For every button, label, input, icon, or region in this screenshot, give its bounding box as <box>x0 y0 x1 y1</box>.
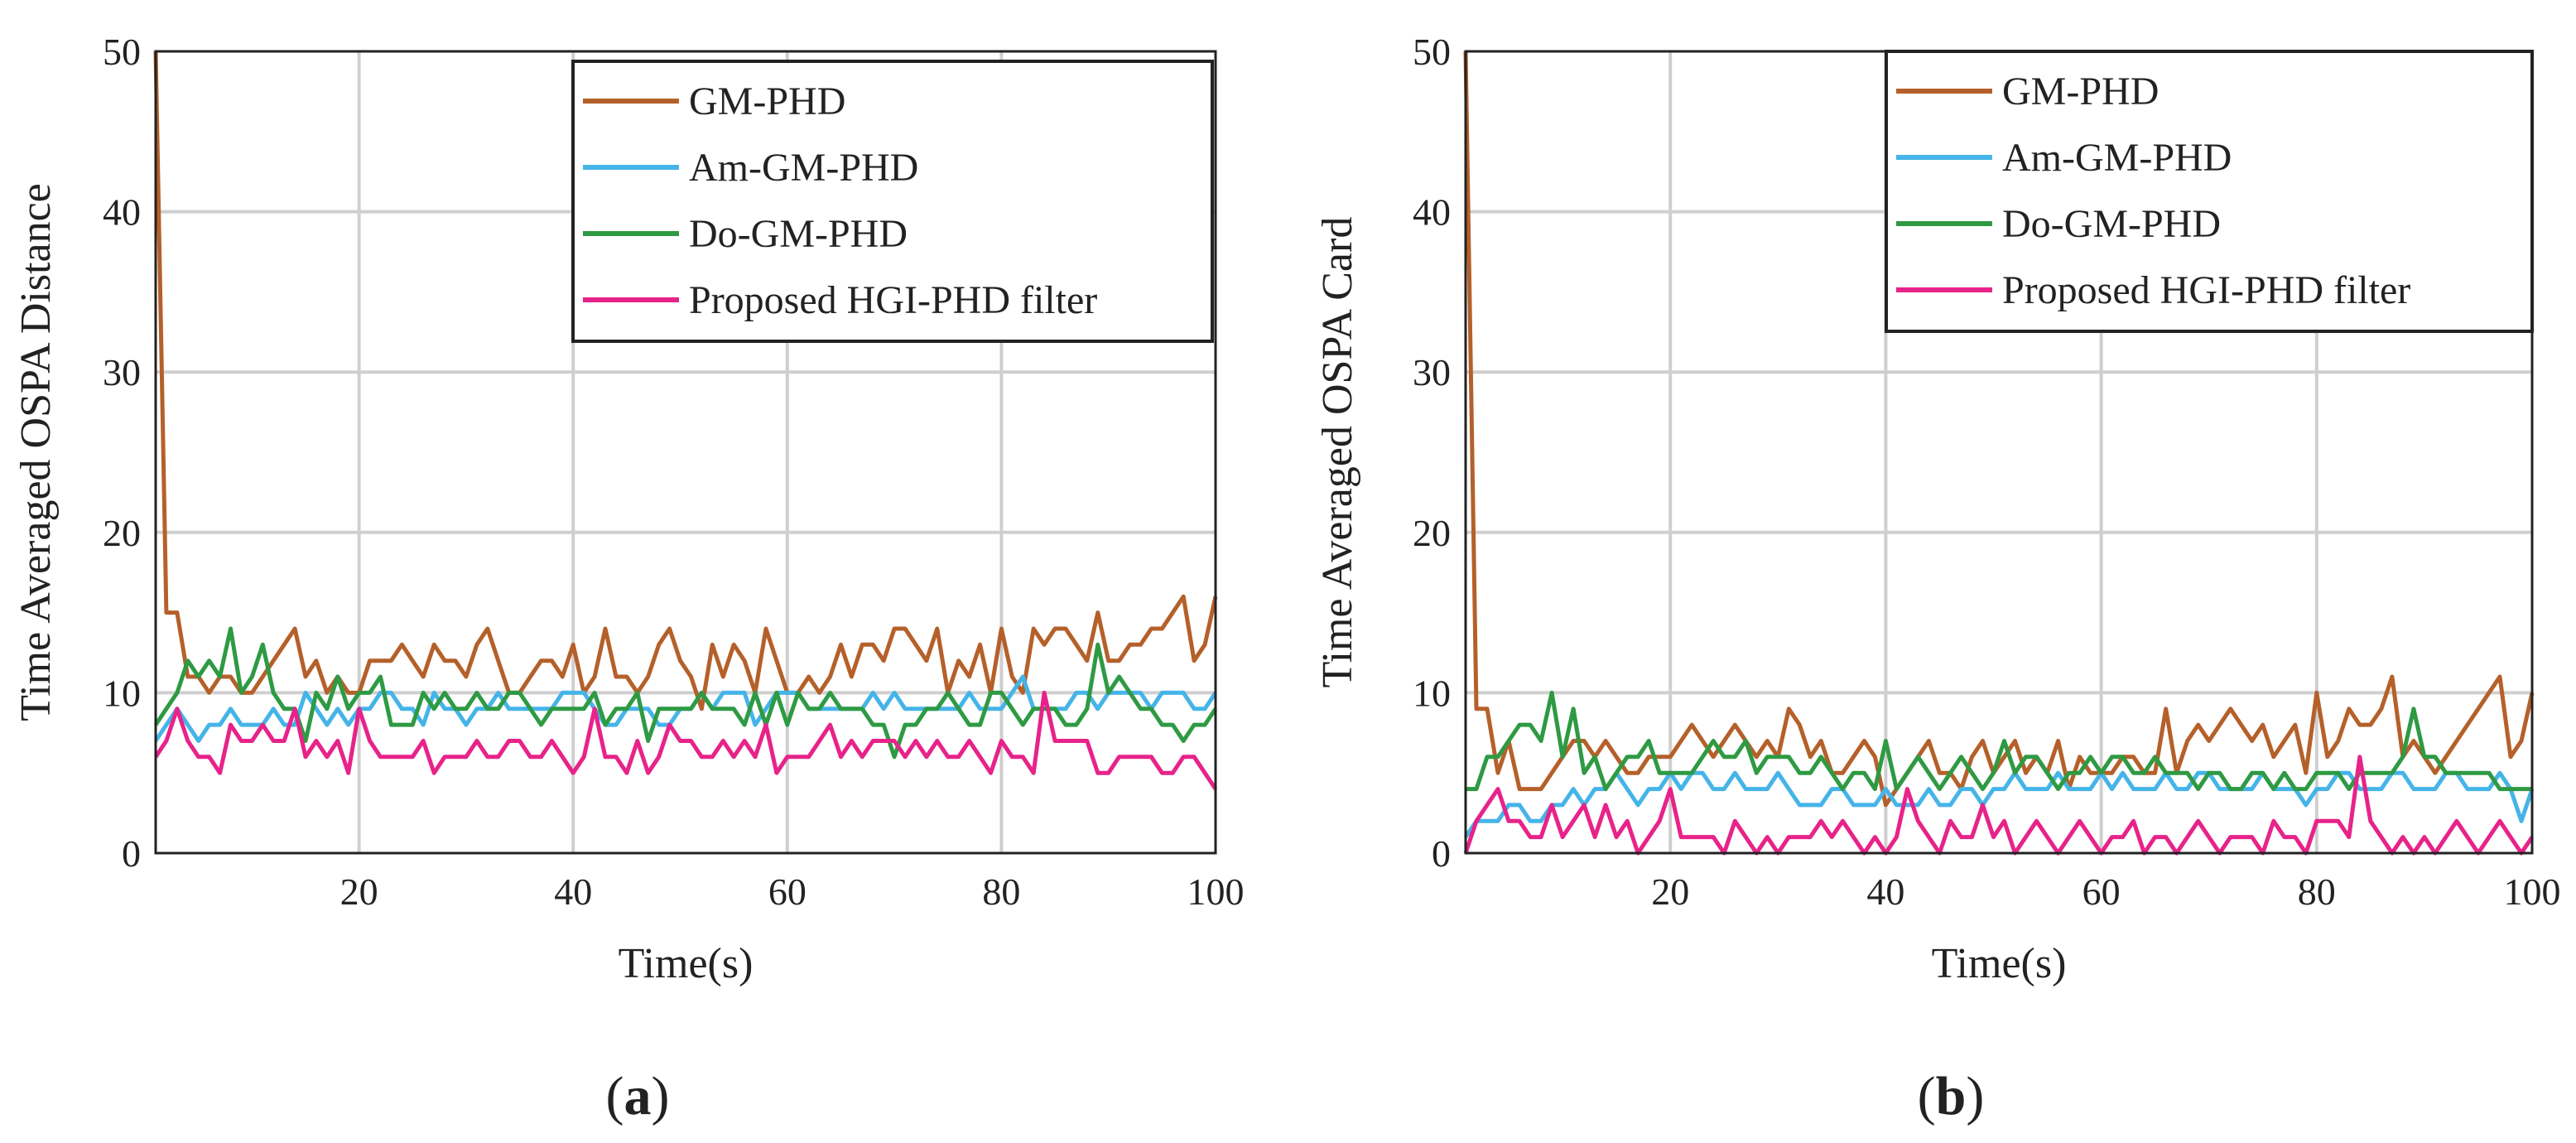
panel-a-series-lines <box>153 51 1218 790</box>
panel-b-legend-box <box>1885 50 2534 333</box>
series-line-proposed-hgi-phd-filter <box>1463 755 2535 856</box>
series-line-do-gm-phd <box>153 626 1218 760</box>
series-line-gm-phd <box>1463 51 2535 808</box>
panel-b-caption: (b) <box>1918 1066 1985 1126</box>
panel-a-legend-label-am-gm-phd: Am-GM-PHD <box>689 146 918 190</box>
x-tick-label-60: 60 <box>768 871 807 913</box>
x-tick-label-80: 80 <box>982 871 1020 913</box>
y-tick-label-30: 30 <box>103 351 141 393</box>
x-tick-label-20: 20 <box>340 871 378 913</box>
y-tick-label-20: 20 <box>103 512 141 554</box>
panel-a-tick-labels: 20 40 60 80 100 0 10 20 30 40 50 <box>103 31 1245 913</box>
x-tick-label-40: 40 <box>554 871 592 913</box>
panel-b-legend-label-hgi-phd: Proposed HGI-PHD filter <box>2002 268 2410 312</box>
series-line-proposed-hgi-phd-filter <box>153 690 1218 790</box>
panel-a-legend-label-do-gm-phd: Do-GM-PHD <box>689 212 908 256</box>
panel-a-caption-letter: a <box>624 1066 652 1126</box>
panel-a-x-axis-label: Time(s) <box>619 940 754 987</box>
series-line-gm-phd <box>153 51 1218 711</box>
panel-b-caption-open: ( <box>1918 1066 1936 1126</box>
panel-a-caption: (a) <box>606 1066 670 1126</box>
panel-a-chart: 20 40 60 80 100 0 10 20 30 40 50 Time(s) Time Aver… <box>12 31 1245 1126</box>
x-tick-label-40: 40 <box>1866 871 1904 913</box>
y-tick-label-10: 10 <box>103 672 141 714</box>
y-tick-label-30: 30 <box>1413 351 1451 393</box>
y-tick-label-40: 40 <box>1413 191 1451 234</box>
panel-b-x-axis-label: Time(s) <box>1932 940 2067 987</box>
panel-b-legend: GM-PHD Am-GM-PHD Do-GM-PHD Proposed HGI-… <box>1885 50 2534 333</box>
x-tick-label-80: 80 <box>2298 871 2336 913</box>
panel-a-legend-box <box>571 60 1214 343</box>
y-tick-label-10: 10 <box>1413 672 1451 714</box>
panel-a-legend-label-gm-phd: GM-PHD <box>689 80 845 123</box>
y-tick-label-50: 50 <box>103 31 141 73</box>
x-tick-label-60: 60 <box>2082 871 2121 913</box>
series-line-do-gm-phd <box>1466 690 2532 792</box>
x-tick-label-100: 100 <box>2504 871 2561 913</box>
panel-b-y-axis-label: Time Averaged OSPA Card <box>1314 217 1361 688</box>
panel-b-caption-close: ) <box>1966 1066 1984 1126</box>
y-tick-label-40: 40 <box>103 191 141 234</box>
panel-a-y-axis-label: Time Averaged OSPA Distance <box>12 183 60 721</box>
panel-a-caption-open: ( <box>606 1066 624 1126</box>
panel-a-caption-close: ) <box>652 1066 670 1126</box>
panel-b-tick-labels: 20 40 60 80 100 0 10 20 30 40 50 <box>1413 31 2561 913</box>
panel-b-series-lines <box>1463 51 2535 856</box>
panel-b-caption-letter: b <box>1936 1066 1967 1126</box>
y-tick-label-50: 50 <box>1413 31 1451 73</box>
panel-a-plot-frame <box>154 50 1217 855</box>
y-tick-label-0: 0 <box>1432 832 1451 875</box>
x-tick-label-100: 100 <box>1187 871 1245 913</box>
panel-b-legend-label-am-gm-phd: Am-GM-PHD <box>2002 136 2232 180</box>
panel-b-legend-label-gm-phd: GM-PHD <box>2002 70 2159 113</box>
y-tick-label-20: 20 <box>1413 512 1451 554</box>
panel-a-legend-label-hgi-phd: Proposed HGI-PHD filter <box>689 278 1097 322</box>
y-tick-label-0: 0 <box>122 832 141 875</box>
panel-b-chart: 20 40 60 80 100 0 10 20 30 40 50 Time(s) Time Aver… <box>1314 31 2561 1126</box>
x-tick-label-20: 20 <box>1651 871 1689 913</box>
panel-a-legend: GM-PHD Am-GM-PHD Do-GM-PHD Proposed HGI-… <box>571 60 1214 343</box>
panel-b-legend-label-do-gm-phd: Do-GM-PHD <box>2002 202 2221 246</box>
